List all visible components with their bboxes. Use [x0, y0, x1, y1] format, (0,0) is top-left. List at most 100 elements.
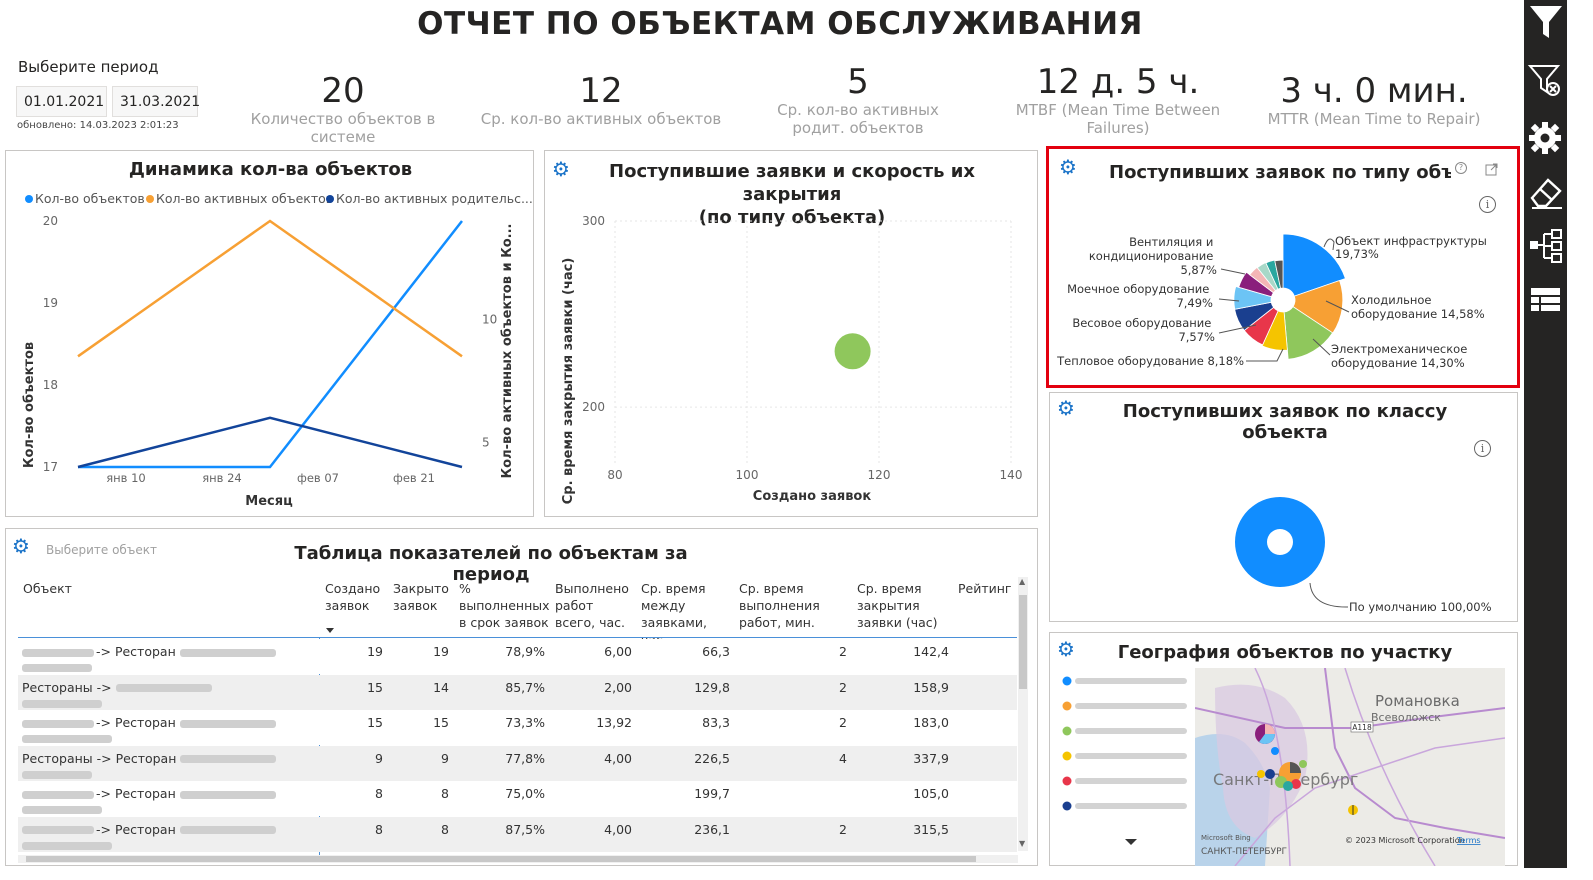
col-header-rating[interactable]: Рейтинг — [958, 581, 1012, 596]
hierarchy-icon[interactable] — [1524, 226, 1567, 266]
legend-dot[interactable] — [1062, 726, 1072, 736]
cell-pct[interactable]: 87,5% — [505, 821, 545, 837]
map-marker[interactable] — [1283, 781, 1293, 791]
donut-slice-0[interactable] — [1235, 497, 1325, 587]
class-pie-chart[interactable]: По умолчанию 100,00% — [1050, 393, 1517, 621]
cell-close[interactable]: 337,9 — [913, 750, 949, 766]
clear-filter-icon[interactable] — [1524, 62, 1567, 102]
line-chart-panel[interactable]: Динамика кол-ва объектов Кол-во объектов… — [5, 150, 534, 517]
cell-exec[interactable]: 2 — [839, 821, 847, 837]
col-header-ontime[interactable]: % выполненных в срок заявок — [459, 581, 550, 630]
cell-close[interactable]: 158,9 — [913, 679, 949, 695]
col-header-object[interactable]: Объект — [23, 581, 72, 596]
vertical-scrollbar[interactable]: ▲ ▼ — [1018, 577, 1028, 851]
cell-close[interactable]: 183,0 — [913, 715, 949, 730]
cell-pct[interactable]: 77,8% — [505, 750, 545, 766]
cell-work[interactable]: 6,00 — [604, 644, 632, 659]
info-icon[interactable]: i — [1479, 196, 1496, 213]
col-header-close-time[interactable]: Ср. время закрытия заявки (час) — [857, 581, 938, 630]
scrollbar-thumb[interactable] — [26, 856, 976, 862]
legend-dot[interactable] — [1062, 751, 1072, 761]
cell-object[interactable]: -> Ресторан — [22, 786, 316, 814]
map-marker[interactable] — [1257, 770, 1265, 778]
scroll-down-icon[interactable]: ▼ — [1019, 839, 1026, 848]
cell-close[interactable]: 315,5 — [913, 821, 949, 837]
donut-slice-1[interactable] — [1292, 280, 1344, 334]
cell-object[interactable]: -> Ресторан — [22, 822, 316, 850]
col-header-work-total[interactable]: Выполнено работ всего, час. — [555, 581, 629, 630]
cell-exec[interactable]: 2 — [839, 644, 847, 659]
settings-gear-icon[interactable]: ⚙ — [1057, 637, 1075, 661]
table-row[interactable] — [18, 639, 1017, 674]
cell-closed[interactable]: 14 — [433, 679, 449, 695]
period-start-input[interactable]: 01.01.2021 — [16, 86, 107, 117]
table-icon[interactable] — [1524, 280, 1567, 320]
horizontal-scrollbar[interactable] — [18, 855, 1018, 863]
table-row[interactable] — [18, 816, 1017, 852]
cell-work[interactable]: 4,00 — [604, 750, 632, 766]
settings-gear-icon[interactable]: ⚙ — [552, 157, 570, 181]
cell-pct[interactable]: 78,9% — [505, 644, 545, 659]
gear-icon[interactable] — [1524, 118, 1567, 158]
legend-dot[interactable] — [1062, 801, 1072, 811]
col-header-exec[interactable]: Ср. время выполнения работ, мин. — [739, 581, 820, 630]
scatter-chart[interactable]: Ср. время закрытия заявки (час) Создано … — [545, 151, 1037, 516]
line-chart[interactable]: Кол-во объектов Кол-во активных объектов… — [6, 151, 533, 516]
legend-dot[interactable] — [1062, 776, 1072, 786]
cell-created[interactable]: 8 — [375, 821, 383, 837]
cell-between[interactable]: 226,5 — [694, 750, 730, 766]
legend-parents[interactable]: Кол-во активных родительс... — [336, 191, 533, 206]
cell-object[interactable]: -> Ресторан — [22, 715, 316, 743]
cell-created[interactable]: 8 — [375, 786, 383, 801]
series-line-1[interactable] — [77, 219, 463, 358]
settings-gear-icon[interactable]: ⚙ — [12, 534, 30, 558]
class-pie-panel[interactable]: ⚙ Поступивших заявок по классу объекта i… — [1049, 392, 1518, 622]
cell-exec[interactable]: 2 — [839, 679, 847, 695]
sort-desc-icon[interactable] — [325, 627, 335, 635]
cell-work[interactable]: 2,00 — [604, 679, 632, 695]
map-marker[interactable] — [1299, 760, 1307, 768]
scatter-point[interactable] — [834, 333, 871, 370]
cell-work[interactable]: 4,00 — [604, 821, 632, 837]
legend-dot[interactable] — [1062, 676, 1072, 686]
cell-created[interactable]: 15 — [367, 679, 383, 695]
series-line-0[interactable] — [78, 220, 463, 469]
scroll-up-icon[interactable]: ▲ — [1019, 577, 1026, 586]
legend-active[interactable]: Кол-во активных объектов — [156, 191, 333, 206]
type-pie-chart[interactable]: Объект инфраструктуры 19,73% Холодильное… — [1049, 149, 1519, 387]
type-pie-panel[interactable]: ⚙ Поступивших заявок по типу объекта ? i… — [1046, 146, 1520, 388]
cell-object[interactable]: Рестораны -> — [22, 680, 316, 708]
map-marker[interactable] — [1271, 747, 1279, 755]
table-panel[interactable]: ⚙ Выберите объект Таблица показателей по… — [5, 528, 1038, 866]
cell-exec[interactable]: 4 — [839, 750, 847, 766]
cell-closed[interactable]: 8 — [441, 821, 449, 837]
cell-object[interactable]: Рестораны -> Ресторан — [22, 751, 316, 779]
scatter-panel[interactable]: ⚙ Поступившие заявки и скорость их закры… — [544, 150, 1038, 517]
map-marker[interactable] — [1291, 779, 1301, 789]
geo-panel[interactable]: ⚙ География объектов по участку A118 Ром… — [1049, 632, 1518, 866]
cell-between[interactable]: 129,8 — [694, 679, 730, 695]
filter-icon[interactable] — [1524, 2, 1567, 42]
cell-closed[interactable]: 9 — [441, 750, 449, 766]
cell-created[interactable]: 19 — [367, 644, 383, 659]
cell-between[interactable]: 199,7 — [694, 786, 730, 801]
cell-pct[interactable]: 75,0% — [505, 786, 545, 801]
cell-closed[interactable]: 8 — [441, 786, 449, 801]
cell-between[interactable]: 66,3 — [702, 644, 730, 659]
geo-legend[interactable] — [1056, 669, 1196, 869]
legend-objects[interactable]: Кол-во объектов — [35, 191, 145, 206]
eraser-icon[interactable] — [1524, 172, 1567, 212]
cell-work[interactable]: 13,92 — [596, 715, 632, 730]
scrollbar-thumb[interactable] — [1019, 595, 1027, 689]
cell-exec[interactable]: 2 — [839, 715, 847, 730]
col-header-closed[interactable]: Закрыто заявок — [393, 581, 449, 613]
info-icon[interactable]: i — [1474, 440, 1491, 457]
map-markers[interactable] — [1255, 724, 1358, 815]
object-slicer[interactable]: Выберите объект — [46, 543, 157, 557]
cell-pct[interactable]: 85,7% — [505, 679, 545, 695]
col-header-created[interactable]: Создано заявок — [325, 581, 381, 613]
help-icon[interactable]: ? — [1455, 162, 1467, 174]
cell-closed[interactable]: 19 — [433, 644, 449, 659]
table-row[interactable] — [18, 745, 1017, 781]
period-end-input[interactable]: 31.03.2021 — [112, 86, 200, 117]
